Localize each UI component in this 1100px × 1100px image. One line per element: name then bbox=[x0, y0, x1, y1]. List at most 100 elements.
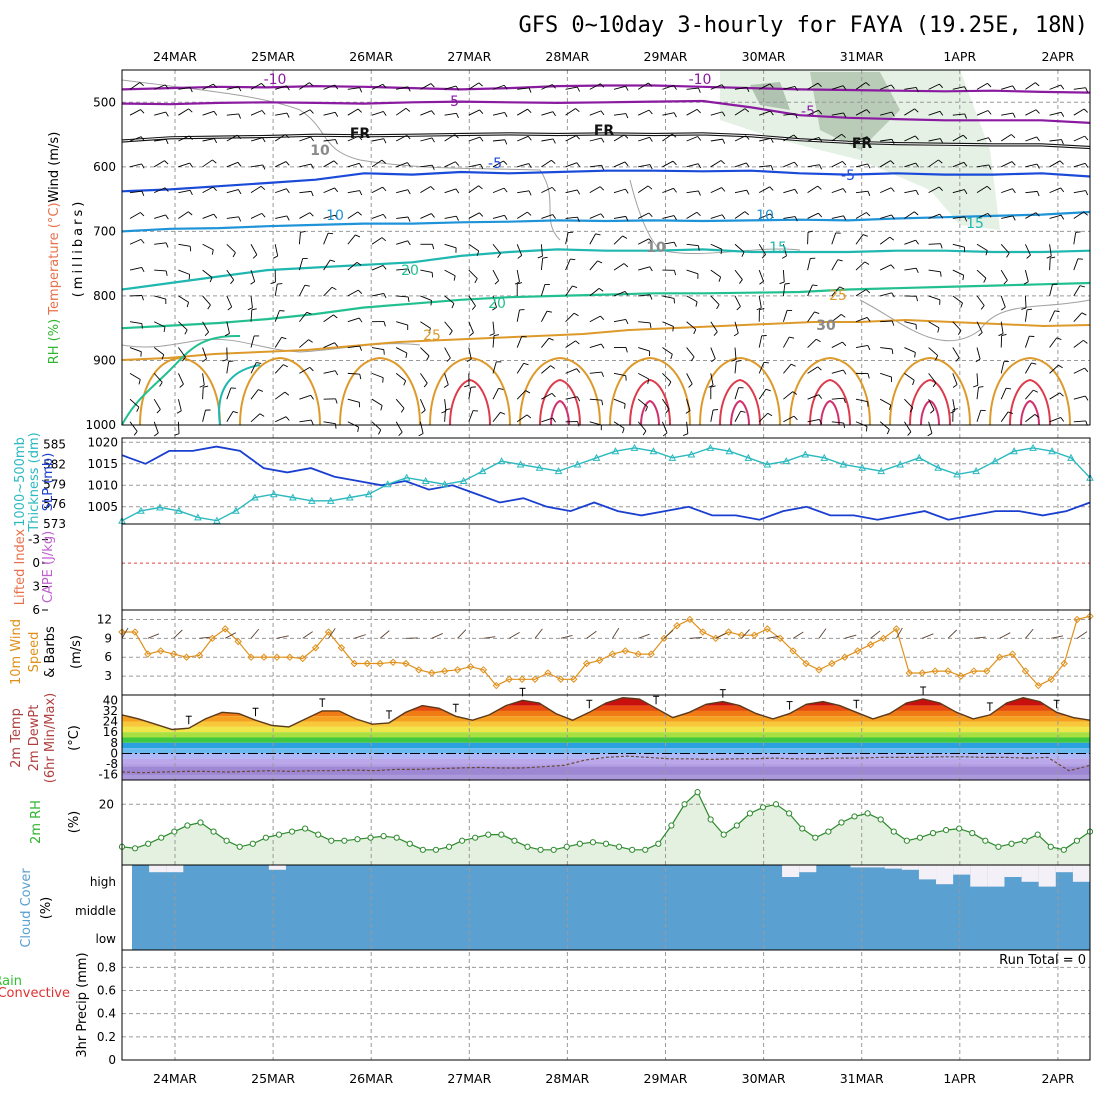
contour-label: 25 bbox=[829, 288, 847, 304]
wind-barb-flag bbox=[818, 394, 823, 399]
wind-barb bbox=[274, 244, 279, 257]
wind-barb bbox=[1001, 188, 1013, 194]
wind-barb bbox=[928, 373, 937, 384]
wind-barb-flag bbox=[962, 134, 968, 140]
pressure-tick-label: 900 bbox=[93, 353, 116, 367]
wind-barb-flag bbox=[841, 133, 846, 138]
wind-barb-flag bbox=[988, 164, 992, 170]
rh-point bbox=[694, 789, 701, 796]
wind-barb-flag bbox=[980, 305, 985, 310]
date-label-top: 31MAR bbox=[840, 49, 884, 64]
wind-barb bbox=[976, 243, 988, 251]
surface-isotherm-hot bbox=[909, 378, 951, 426]
wind-barb-flag bbox=[720, 249, 723, 255]
surface-wind-barb bbox=[302, 631, 313, 639]
wind-speed-point bbox=[350, 659, 359, 668]
wind-barb-flag bbox=[1003, 280, 1008, 285]
rh-contour bbox=[121, 79, 561, 241]
wind-barb-flag bbox=[308, 339, 313, 343]
wind-barb bbox=[275, 188, 287, 194]
wind-barb-flag bbox=[138, 379, 141, 385]
wind-barb bbox=[1049, 417, 1061, 423]
rh-point bbox=[1008, 840, 1015, 847]
wind-barb bbox=[347, 345, 360, 348]
wind-ylabel-2: Speed bbox=[27, 632, 42, 673]
wind-barb bbox=[153, 347, 165, 356]
wind-barb-flag bbox=[328, 232, 334, 235]
wind-barb bbox=[178, 87, 191, 90]
wind-barb bbox=[129, 163, 142, 168]
cross-section-ylabel-units: (millibars) bbox=[71, 199, 86, 298]
wind-barb bbox=[710, 295, 720, 305]
wind-barb-flag bbox=[207, 304, 211, 310]
rh-point bbox=[498, 831, 505, 838]
wind-barb-flag bbox=[335, 423, 337, 429]
wind-barb bbox=[226, 216, 239, 219]
wind-barb bbox=[1049, 337, 1058, 348]
surface-wind-barb bbox=[431, 633, 443, 639]
wind-speed-point bbox=[492, 681, 501, 690]
surface-wind-barb bbox=[689, 637, 702, 639]
wind-barb bbox=[371, 372, 384, 379]
wind-barb-flag bbox=[431, 137, 435, 143]
wind-barb bbox=[347, 317, 360, 323]
slp-tick-label: 1005 bbox=[87, 500, 118, 514]
date-label-bottom: 31MAR bbox=[840, 1071, 884, 1086]
thickness-point bbox=[175, 506, 183, 514]
wind-barb-flag bbox=[912, 380, 915, 386]
wind-barb-flag bbox=[739, 279, 743, 284]
wind-barb bbox=[202, 110, 215, 116]
wind-barb-flag bbox=[1035, 82, 1040, 87]
contour-label: 25 bbox=[423, 328, 441, 344]
wind-barb bbox=[904, 239, 916, 245]
wind-barb-flag bbox=[761, 254, 766, 259]
surface-wind-barb bbox=[379, 630, 390, 639]
cloud-gap-bar bbox=[1072, 865, 1090, 882]
wind-barb-flag bbox=[407, 296, 410, 302]
wind-speed-point bbox=[789, 647, 797, 655]
wind-barb-flag bbox=[528, 190, 532, 196]
wind-barb-flag bbox=[230, 279, 235, 285]
wind-barb bbox=[540, 284, 546, 297]
wind-barb bbox=[613, 134, 625, 142]
wind-barb bbox=[710, 214, 723, 219]
wind-barb bbox=[855, 190, 868, 194]
wind-barb bbox=[880, 372, 892, 378]
wind-barb bbox=[807, 164, 820, 168]
wind-barb bbox=[396, 86, 409, 90]
rh-point bbox=[956, 825, 963, 832]
wind-barb bbox=[638, 164, 651, 168]
wind-barb bbox=[420, 295, 432, 301]
wind-barb bbox=[371, 264, 384, 271]
wind-barb-flag bbox=[597, 260, 603, 264]
wind-barb bbox=[396, 321, 408, 326]
wind-barb bbox=[662, 398, 670, 410]
wind-speed-point bbox=[944, 667, 952, 675]
wind-barb-flag bbox=[662, 432, 668, 437]
surface-wind-barb bbox=[741, 629, 750, 639]
wind-barb bbox=[444, 85, 457, 90]
wind-speed-point bbox=[660, 634, 668, 643]
cloud-gap-bar bbox=[901, 865, 919, 870]
surface-wind-barb bbox=[999, 632, 1011, 639]
contour-label: 15 bbox=[769, 240, 787, 256]
wind-barb bbox=[758, 335, 763, 348]
wind-barb bbox=[202, 269, 213, 278]
wind-barb-flag bbox=[238, 113, 241, 119]
thickness-point bbox=[858, 463, 867, 471]
wind-barb bbox=[831, 85, 844, 90]
wind-barb-flag bbox=[476, 250, 480, 256]
wind-barb-flag bbox=[1085, 395, 1089, 401]
wind-barb bbox=[565, 340, 576, 348]
wind-barb bbox=[880, 320, 893, 323]
wind-speed-point bbox=[273, 653, 281, 661]
wind-barb bbox=[347, 372, 360, 375]
wind-barb-flag bbox=[779, 281, 785, 285]
wind-barb bbox=[323, 214, 336, 219]
wind-barb bbox=[686, 163, 699, 168]
wind-barb bbox=[153, 160, 165, 168]
wind-barb-flag bbox=[1084, 367, 1089, 373]
wind-barb bbox=[396, 216, 409, 219]
wind-barb bbox=[371, 186, 383, 194]
wind-barb-flag bbox=[576, 368, 581, 373]
